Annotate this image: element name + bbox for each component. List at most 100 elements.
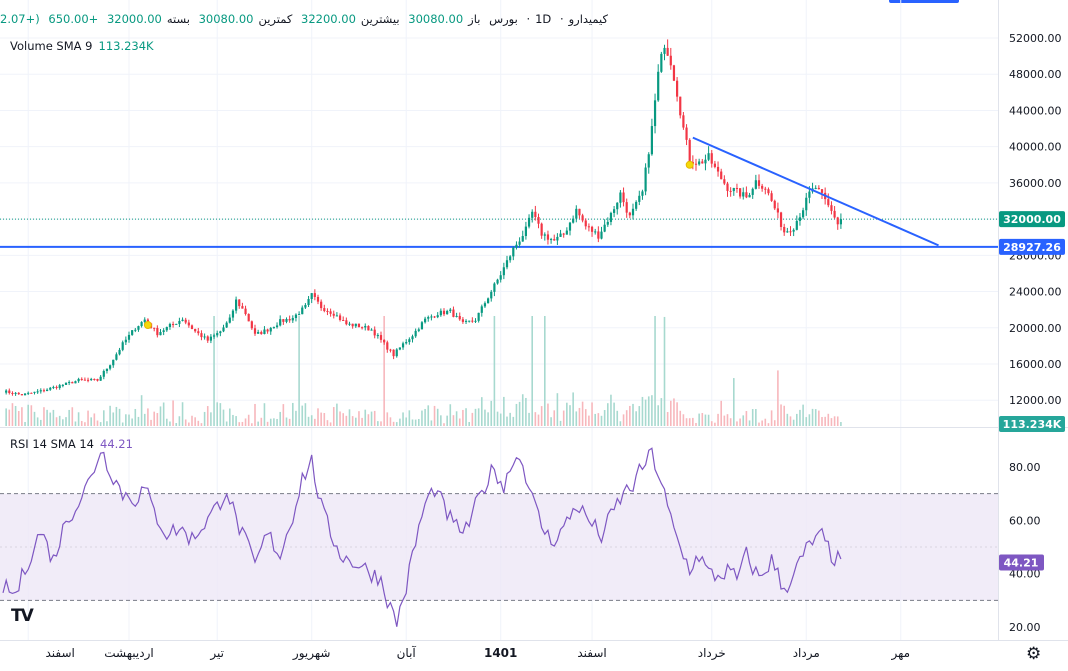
candle-body (285, 319, 288, 322)
candle-body (660, 53, 663, 72)
volume-bar (638, 406, 641, 426)
volume-bar (386, 412, 389, 426)
candle-body (657, 71, 660, 101)
candle-body (383, 339, 386, 343)
candle-body (5, 390, 8, 393)
volume-bar (761, 420, 763, 426)
volume-bar (736, 421, 738, 426)
volume-bar (194, 417, 196, 426)
volume-bar (692, 417, 694, 426)
volume-bar (222, 409, 225, 426)
candle-body (814, 187, 817, 189)
volume-bar (518, 401, 521, 426)
volume-bar (77, 412, 80, 426)
candle-body (833, 210, 836, 218)
gear-icon[interactable]: ⚙ (1026, 644, 1042, 664)
candle-body (556, 236, 559, 241)
candle-body (323, 308, 326, 311)
candle-body (172, 324, 175, 326)
candle-body (121, 342, 124, 350)
candle-body (367, 325, 370, 331)
volume-bar (547, 403, 549, 426)
candle-body (405, 342, 408, 344)
candle-body (710, 153, 713, 164)
candle-body (452, 309, 455, 317)
volume-bar (345, 415, 348, 426)
candle-body (779, 212, 783, 227)
candle-body (509, 256, 512, 261)
tradingview-logo[interactable]: TV (11, 606, 34, 626)
volume-bar (348, 409, 351, 426)
volume-bar (666, 412, 669, 426)
candle-body (795, 220, 798, 230)
volume-bar (118, 408, 121, 426)
volume-bar (395, 422, 398, 426)
candle-body (597, 231, 600, 239)
candle-body (159, 331, 162, 336)
volume-bar (704, 414, 707, 426)
volume-bar (619, 421, 622, 426)
volume-bar (840, 422, 842, 426)
candle-body (364, 325, 367, 328)
volume-bar (153, 411, 155, 426)
volume-bar (701, 413, 704, 426)
volume-bar (251, 423, 253, 426)
volume-bar (14, 405, 17, 426)
volume-bar (52, 409, 55, 426)
price-tick-label: 36000.00 (1009, 177, 1062, 190)
volume-bar (578, 407, 581, 426)
volume-bar (96, 420, 99, 426)
volume-bar (679, 410, 682, 426)
candle-body (52, 386, 55, 388)
top-toolbar-button[interactable] (889, 0, 959, 3)
candle-body (219, 331, 222, 334)
volume-bar (298, 316, 300, 426)
volume-bar (632, 403, 634, 426)
candle-body (628, 212, 631, 216)
volume-bar (373, 410, 376, 426)
candle-body (244, 308, 247, 315)
volume-bar (427, 405, 430, 426)
candle-body (830, 205, 833, 211)
volume-bar (351, 416, 354, 426)
volume-bar (707, 414, 710, 426)
rsi-value-badge: 44.21 (1004, 556, 1039, 569)
candle-body (370, 329, 373, 331)
candle-body (499, 275, 502, 280)
candle-body (688, 139, 691, 163)
volume-bar (695, 422, 697, 426)
candle-body (389, 349, 392, 351)
support-price-badge-bg (999, 238, 1065, 255)
candle-body (641, 191, 644, 196)
candle-body (105, 368, 109, 371)
candle-body (546, 234, 550, 240)
candle-body (420, 322, 424, 330)
volume-bar (745, 411, 748, 426)
volume-bar (332, 407, 335, 426)
volume-bar (361, 417, 363, 426)
candle-body (455, 315, 458, 317)
candle-body (181, 319, 184, 321)
volume-bar (506, 416, 508, 426)
candle-body (275, 325, 279, 328)
volume-bar (474, 408, 477, 426)
candle-body (118, 349, 121, 355)
volume-bar (219, 403, 222, 426)
candle-body (320, 301, 323, 309)
candle-body (679, 96, 682, 116)
volume-bar (436, 408, 439, 426)
volume-bar (206, 406, 209, 426)
volume-bar (462, 409, 464, 426)
volume-bar (310, 415, 313, 426)
candle-body (550, 239, 553, 241)
candle-body (745, 192, 748, 198)
rsi-band (0, 493, 998, 601)
volume-bar (622, 414, 625, 426)
candle-body (272, 327, 275, 329)
candle-body (238, 299, 241, 307)
volume-bar (175, 423, 178, 426)
candle-body (581, 215, 584, 221)
candle-body (783, 226, 786, 233)
volume-bar (121, 422, 124, 426)
